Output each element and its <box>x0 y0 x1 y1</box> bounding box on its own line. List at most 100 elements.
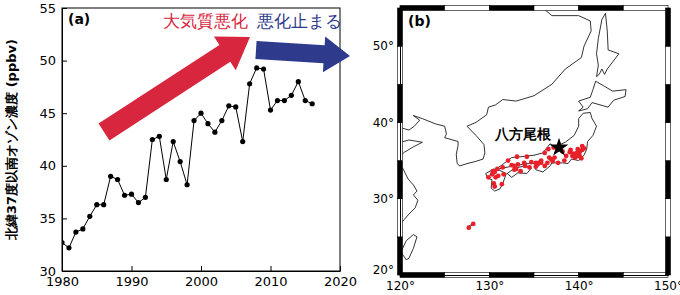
station <box>533 164 538 169</box>
data-point <box>178 159 183 164</box>
station <box>471 221 476 226</box>
map-area <box>400 8 626 260</box>
data-point <box>164 177 169 182</box>
tick-label: 20° <box>373 263 394 277</box>
tick: 130° <box>475 275 504 293</box>
data-point <box>87 214 92 219</box>
station <box>524 154 529 159</box>
coastline <box>401 235 417 260</box>
coastline <box>400 8 591 166</box>
station <box>529 160 534 165</box>
axis: 30 35 40 45 50 55 <box>39 1 67 279</box>
tick: 50 <box>39 53 67 68</box>
tick-label: 50° <box>373 39 394 53</box>
tick-mark <box>201 266 202 271</box>
data-point <box>254 65 259 70</box>
data-point <box>185 182 190 187</box>
tick: 2010 <box>254 266 287 289</box>
data-point <box>62 240 65 245</box>
station <box>486 175 491 180</box>
frame-bar <box>534 6 579 11</box>
tick: 40 <box>39 158 67 173</box>
data-point <box>303 98 308 103</box>
tick: 45 <box>39 106 67 121</box>
tick-mark <box>62 8 67 9</box>
data-point <box>101 202 106 207</box>
station <box>542 151 547 156</box>
tick-label: 2000 <box>185 274 218 289</box>
tick-label: 30° <box>373 192 394 206</box>
tick-mark <box>62 61 67 62</box>
coastline <box>597 13 619 76</box>
tick: 140° <box>565 275 594 293</box>
data-point <box>233 104 238 109</box>
axis: 19801990200020102020 <box>46 266 357 289</box>
station <box>556 160 561 165</box>
tick: 2000 <box>185 266 218 289</box>
tick-label: 2020 <box>324 274 357 289</box>
map-frame <box>400 8 668 275</box>
tick: 20° <box>373 263 400 277</box>
tick: 50° <box>373 39 400 53</box>
station <box>514 167 519 172</box>
station <box>506 158 511 163</box>
annotation: 大気質悪化 <box>163 11 248 31</box>
axis-line <box>400 9 401 276</box>
station <box>547 155 552 160</box>
frame-bar <box>579 6 624 11</box>
data-point <box>289 93 294 98</box>
data-point <box>240 139 245 144</box>
tick-label: 2010 <box>254 274 287 289</box>
data-point <box>150 137 155 142</box>
tick-label: 35 <box>39 211 56 226</box>
data-point <box>268 107 273 112</box>
tick: 150° <box>654 275 680 293</box>
station <box>501 172 506 177</box>
tick-mark <box>340 266 341 271</box>
axis-title: 北緯37度以南オゾン濃度 (ppbv) <box>4 39 19 241</box>
data-point <box>205 121 210 126</box>
coastline <box>400 140 422 235</box>
tick-mark <box>62 113 67 114</box>
tick: 55 <box>39 1 67 16</box>
panel-label: (b) <box>408 13 431 29</box>
site-label: 八方尾根 <box>494 126 552 142</box>
tick-mark <box>62 271 67 272</box>
trend-arrow <box>99 37 250 141</box>
tick-mark <box>62 218 67 219</box>
data-point <box>247 81 252 86</box>
axis: 120° 130° 140° 150° <box>386 275 680 293</box>
frame-bar <box>666 161 671 199</box>
station <box>564 154 569 159</box>
station <box>466 225 471 230</box>
annotation: 悪化止まる <box>256 11 342 31</box>
station <box>574 151 579 156</box>
frame-bar <box>666 237 671 275</box>
tick-label: 40 <box>39 158 56 173</box>
site-marker <box>550 138 569 156</box>
data-point <box>171 139 176 144</box>
axis-line <box>401 275 669 276</box>
station <box>542 164 547 169</box>
frame-bar <box>666 199 671 237</box>
tick-label: 150° <box>654 279 680 293</box>
station <box>580 144 585 149</box>
data-point <box>261 66 266 71</box>
tick-label: 30 <box>39 264 56 279</box>
frame-bar <box>666 8 671 46</box>
frame-bar <box>623 6 668 11</box>
axis: 20°30°40°50° <box>373 9 401 278</box>
station <box>495 167 500 172</box>
tick: 120° <box>386 275 415 293</box>
axis-line <box>62 9 63 272</box>
station <box>518 169 523 174</box>
station <box>552 155 557 160</box>
data-line <box>62 68 312 248</box>
plot-area <box>62 65 315 250</box>
frame-bar <box>489 6 534 11</box>
data-point <box>191 118 196 123</box>
data-point <box>296 79 301 84</box>
station <box>491 181 496 186</box>
frame-bar <box>666 46 671 84</box>
tick-label: 120° <box>386 279 415 293</box>
